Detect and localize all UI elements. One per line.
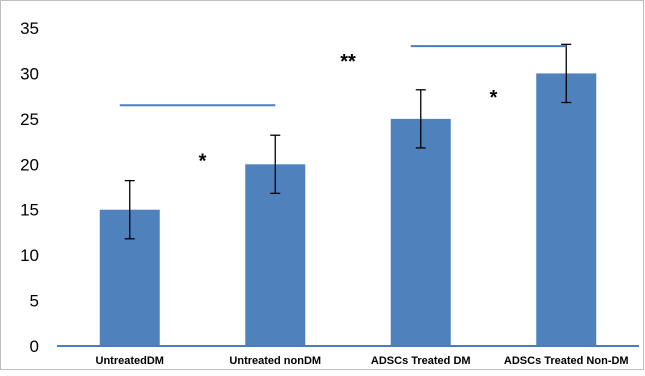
y-tick-label: 20 xyxy=(20,155,39,174)
y-tick-label: 30 xyxy=(20,64,39,83)
x-tick-label: ADSCs Treated Non-DM xyxy=(504,355,629,367)
x-tick-label: UntreatedDM xyxy=(96,355,164,367)
bar xyxy=(536,73,597,346)
y-tick-label: 15 xyxy=(20,201,39,220)
y-tick-label: 10 xyxy=(20,246,39,265)
bars xyxy=(99,73,597,346)
significance-mark: ** xyxy=(340,51,356,73)
y-tick-label: 35 xyxy=(20,19,39,38)
significance-annotations: **** xyxy=(199,51,498,173)
significance-mark: * xyxy=(490,87,498,109)
y-tick-label: 5 xyxy=(30,292,39,311)
x-axis: UntreatedDM Untreated nonDM ADSCs Treated … xyxy=(57,345,639,367)
bar xyxy=(390,118,451,346)
bar xyxy=(245,164,306,346)
x-tick-label: ADSCs Treated DM xyxy=(371,355,471,367)
significance-mark: * xyxy=(199,151,207,173)
y-tick-label: 0 xyxy=(30,337,39,356)
y-tick-label: 25 xyxy=(20,110,39,129)
significance-lines xyxy=(119,45,567,107)
error-bars xyxy=(124,43,572,240)
x-tick-label: Untreated nonDM xyxy=(229,355,321,367)
y-axis: 0 5 10 15 20 25 30 35 xyxy=(20,19,39,356)
